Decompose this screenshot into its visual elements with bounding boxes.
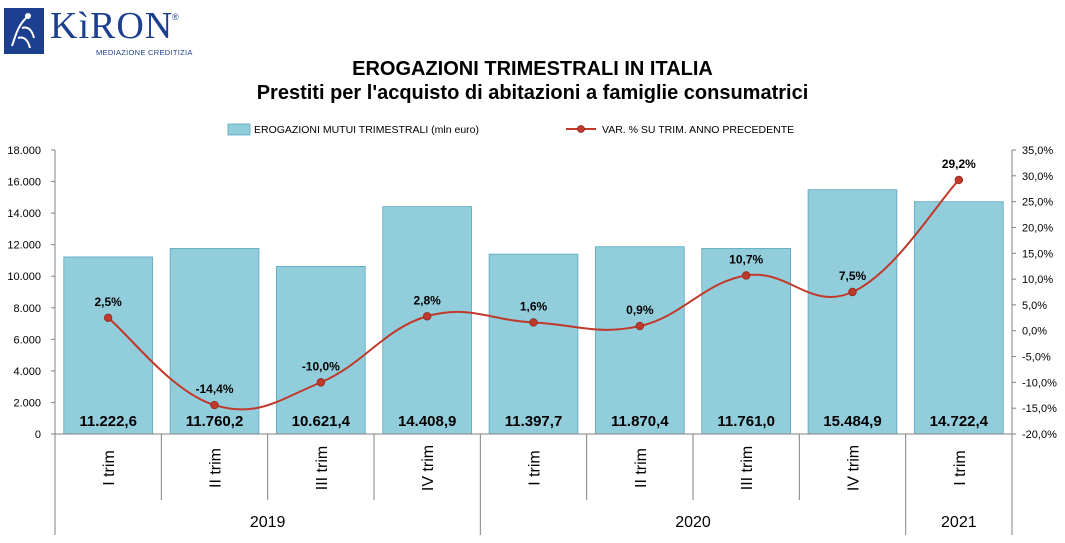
left-axis-tick-label: 0 xyxy=(35,429,41,441)
bar-value-label: 11.760,2 xyxy=(186,413,244,430)
right-axis-tick-label: 0,0% xyxy=(1022,326,1047,338)
left-axis-tick-label: 2.000 xyxy=(13,397,41,409)
bar xyxy=(807,189,898,435)
line-point-label: 10,7% xyxy=(729,252,763,266)
line-point xyxy=(848,287,857,297)
category-label: I trim xyxy=(101,450,118,486)
line-point-label: -10,0% xyxy=(302,359,340,373)
line-point-label: 7,5% xyxy=(839,269,867,283)
bar xyxy=(914,201,1004,435)
left-axis-tick-label: 8.000 xyxy=(13,303,41,315)
line-point xyxy=(103,313,113,323)
category-label: III trim xyxy=(739,446,756,490)
line-point xyxy=(635,321,645,331)
kiron-logo: KìRON ® MEDIAZIONE CREDITIZIA xyxy=(4,6,194,60)
bar-value-label: 11.222,6 xyxy=(79,413,137,430)
right-axis-tick-label: 20,0% xyxy=(1022,222,1053,234)
bar xyxy=(276,266,366,435)
line-point xyxy=(954,175,964,185)
line-point xyxy=(316,378,326,387)
legend-bar-swatch xyxy=(227,123,251,136)
legend-bar-label: EROGAZIONI MUTUI TRIMESTRALI (mln euro) xyxy=(254,124,479,136)
line-point xyxy=(422,312,432,321)
line-point-label: 1,6% xyxy=(520,299,548,313)
year-label: 2020 xyxy=(675,514,711,531)
bar-value-label: 14.722,4 xyxy=(930,413,989,430)
year-label: 2019 xyxy=(250,514,286,531)
logo-registered-mark: ® xyxy=(172,12,179,22)
right-axis-tick-label: 5,0% xyxy=(1022,300,1047,312)
right-axis-tick-label: -10,0% xyxy=(1022,377,1057,389)
logo-mark-icon xyxy=(4,8,44,54)
category-label: IV trim xyxy=(420,445,437,491)
right-axis-tick-label: 35,0% xyxy=(1022,145,1053,157)
bar xyxy=(488,253,579,435)
right-axis-tick-label: 25,0% xyxy=(1022,197,1053,209)
line-point xyxy=(741,271,751,280)
bar-value-label: 14.408,9 xyxy=(398,413,456,430)
right-axis-tick-label: -5,0% xyxy=(1022,352,1051,364)
left-axis-tick-label: 14.000 xyxy=(7,208,41,220)
category-label: IV trim xyxy=(846,445,863,491)
left-axis-tick-label: 10.000 xyxy=(7,271,41,283)
line-point-label: 0,9% xyxy=(626,303,654,317)
line-point-label: 2,5% xyxy=(94,295,122,309)
category-label: I trim xyxy=(952,450,969,486)
category-label: III trim xyxy=(314,446,331,490)
line-point xyxy=(529,318,538,327)
category-label: I trim xyxy=(527,450,544,486)
legend-line-marker xyxy=(577,125,585,133)
category-label: II trim xyxy=(208,448,225,488)
logo-wordmark: KìRON xyxy=(50,5,174,47)
left-axis-tick-label: 16.000 xyxy=(7,177,41,189)
category-label: II trim xyxy=(633,448,650,488)
legend-line-label: VAR. % SU TRIM. ANNO PRECEDENTE xyxy=(602,124,794,136)
left-axis-tick-label: 12.000 xyxy=(7,240,41,252)
bar-value-label: 11.397,7 xyxy=(505,413,563,430)
line-point xyxy=(210,400,219,410)
bar-value-label: 11.761,0 xyxy=(717,413,775,430)
right-axis-tick-label: 15,0% xyxy=(1022,248,1053,260)
right-axis-tick-label: -15,0% xyxy=(1022,403,1057,415)
right-axis-tick-label: 30,0% xyxy=(1022,171,1053,183)
line-point-label: 2,8% xyxy=(413,293,441,307)
left-axis-tick-label: 4.000 xyxy=(13,366,41,378)
left-axis-tick-label: 6.000 xyxy=(13,334,41,346)
year-label: 2021 xyxy=(941,514,977,531)
line-point-label: 29,2% xyxy=(942,157,976,171)
chart-subtitle: Prestiti per l'acquisto di abitazioni a … xyxy=(256,82,809,104)
logo-tagline: MEDIAZIONE CREDITIZIA xyxy=(96,48,193,57)
bar xyxy=(595,246,685,435)
chart-title: EROGAZIONI TRIMESTRALI IN ITALIA xyxy=(352,58,713,80)
left-axis-tick-label: 18.000 xyxy=(7,145,41,157)
bar-value-label: 10.621,4 xyxy=(292,413,351,430)
bar xyxy=(63,256,153,435)
line-point-label: -14,4% xyxy=(195,382,233,396)
bar-value-label: 11.870,4 xyxy=(611,413,669,430)
bar-value-label: 15.484,9 xyxy=(823,413,881,430)
right-axis-tick-label: -20,0% xyxy=(1022,429,1057,441)
right-axis-tick-label: 10,0% xyxy=(1022,274,1053,286)
